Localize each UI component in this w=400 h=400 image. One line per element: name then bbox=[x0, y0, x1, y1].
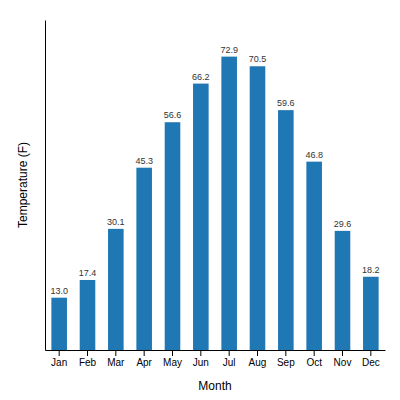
data-label: 17.4 bbox=[79, 268, 97, 278]
x-axis-line bbox=[46, 350, 386, 351]
bar bbox=[136, 168, 152, 350]
data-label: 70.5 bbox=[249, 54, 267, 64]
x-tick-mark bbox=[200, 350, 201, 356]
x-tick-label: Jan bbox=[51, 357, 67, 368]
x-tick-label: Dec bbox=[362, 357, 380, 368]
x-tick-mark bbox=[115, 350, 116, 356]
x-tick-mark bbox=[172, 350, 173, 356]
x-tick-mark bbox=[342, 350, 343, 356]
y-axis-line bbox=[45, 21, 46, 351]
y-axis bbox=[45, 21, 46, 351]
data-label: 13.0 bbox=[50, 286, 68, 296]
bar bbox=[278, 110, 294, 350]
x-axis-title: Month bbox=[198, 379, 231, 393]
x-tick-mark bbox=[87, 350, 88, 356]
y-axis-title: Temperature (F) bbox=[16, 142, 30, 228]
x-tick: May bbox=[163, 350, 182, 368]
bar bbox=[335, 231, 351, 350]
data-labels: 13.0 17.4 30.1 45.3 56.6 66.2 72.9 70.5 59.6 46.8… bbox=[50, 45, 379, 296]
data-label: 59.6 bbox=[277, 98, 295, 108]
bar bbox=[306, 162, 322, 350]
x-tick-label: Nov bbox=[334, 357, 352, 368]
x-tick-label: Sep bbox=[277, 357, 295, 368]
x-tick-label: Jun bbox=[193, 357, 209, 368]
x-tick: Jan bbox=[51, 350, 67, 368]
x-tick: Jul bbox=[223, 350, 236, 368]
x-tick-label: May bbox=[163, 357, 182, 368]
bar bbox=[363, 277, 379, 350]
data-label: 46.8 bbox=[305, 150, 323, 160]
data-label: 29.6 bbox=[334, 219, 352, 229]
x-axis: Jan Feb Mar Apr May Jun Jul Aug Sep Oct Nov Dec bbox=[46, 350, 386, 368]
data-label: 56.6 bbox=[164, 110, 182, 120]
x-tick-label: Jul bbox=[223, 357, 236, 368]
x-tick-label: Mar bbox=[107, 357, 125, 368]
data-label: 18.2 bbox=[362, 265, 380, 275]
x-tick-label: Oct bbox=[306, 357, 322, 368]
x-tick-label: Aug bbox=[249, 357, 267, 368]
x-tick-mark bbox=[370, 350, 371, 356]
x-tick-mark bbox=[229, 350, 230, 356]
data-label: 66.2 bbox=[192, 72, 210, 82]
data-label: 45.3 bbox=[135, 156, 153, 166]
chart: 13.0 17.4 30.1 45.3 56.6 66.2 72.9 70.5 59.6 46.8… bbox=[0, 0, 400, 400]
data-label: 30.1 bbox=[107, 217, 125, 227]
bar bbox=[80, 280, 96, 350]
x-tick: Sep bbox=[277, 350, 295, 368]
bars bbox=[51, 57, 378, 350]
bar bbox=[51, 298, 67, 350]
x-tick-label: Feb bbox=[79, 357, 97, 368]
x-tick: Nov bbox=[334, 350, 352, 368]
x-tick-label: Apr bbox=[136, 357, 152, 368]
x-tick: Feb bbox=[79, 350, 97, 368]
x-tick-mark bbox=[59, 350, 60, 356]
x-tick-mark bbox=[285, 350, 286, 356]
x-tick-mark bbox=[144, 350, 145, 356]
plot: 13.0 17.4 30.1 45.3 56.6 66.2 72.9 70.5 59.6 46.8… bbox=[46, 21, 386, 369]
bar bbox=[193, 84, 209, 350]
x-tick: Jun bbox=[193, 350, 209, 368]
x-tick: Aug bbox=[249, 350, 267, 368]
bar bbox=[108, 229, 124, 350]
x-tick: Oct bbox=[306, 350, 322, 368]
bar bbox=[221, 57, 237, 350]
bar bbox=[250, 66, 266, 350]
x-tick: Apr bbox=[136, 350, 152, 368]
bar bbox=[165, 122, 181, 350]
x-tick-mark bbox=[314, 350, 315, 356]
x-tick: Dec bbox=[362, 350, 380, 368]
x-tick-mark bbox=[257, 350, 258, 356]
data-label: 72.9 bbox=[220, 45, 238, 55]
x-tick: Mar bbox=[107, 350, 125, 368]
